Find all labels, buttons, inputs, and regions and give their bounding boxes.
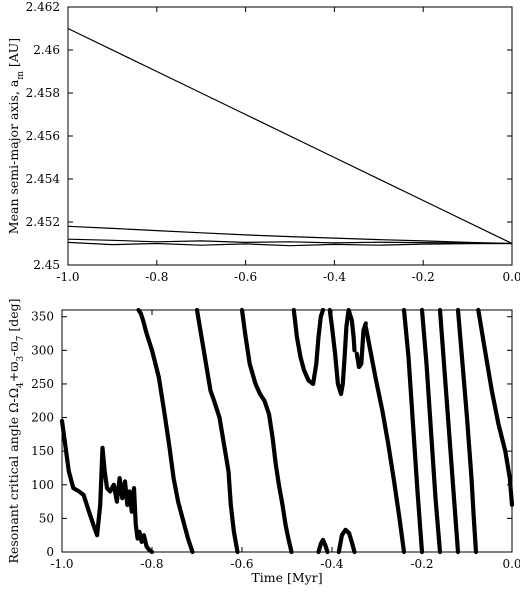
x-tick-label: 0.0 xyxy=(502,270,520,284)
y-tick-label: 2.452 xyxy=(26,215,60,229)
top-x-ticks: -1.0 -0.8 -0.6 -0.4 -0.2 0.0 xyxy=(56,7,520,284)
x-tick-label: -0.8 xyxy=(140,557,163,571)
angle-track-6 xyxy=(327,307,357,397)
bottom-series-group xyxy=(59,307,515,555)
angle-track-11 xyxy=(419,307,443,555)
angle-track-2 xyxy=(194,307,240,555)
axis-series-2 xyxy=(67,238,513,245)
angle-track-12 xyxy=(437,307,461,555)
angle-track-7 xyxy=(336,527,357,555)
y-tick-label: 300 xyxy=(31,343,54,357)
top-y-ticks: 2.45 2.452 2.454 2.456 2.458 2.46 2.462 xyxy=(26,0,512,272)
bottom-y-label-sub-3: 3 xyxy=(16,356,26,362)
angle-track-14 xyxy=(476,307,515,507)
top-y-axis-label-sub: m xyxy=(16,71,26,80)
bottom-y-label-part-4: -ϖ xyxy=(6,341,21,355)
bottom-y-label-sub-7: 7 xyxy=(16,335,26,341)
x-tick-label: -1.0 xyxy=(50,557,73,571)
y-tick-label: 150 xyxy=(31,444,54,458)
y-tick-label: 100 xyxy=(31,478,54,492)
angle-track-0 xyxy=(59,418,155,555)
y-tick-label: 0 xyxy=(46,545,54,559)
x-tick-label: -0.4 xyxy=(323,270,347,284)
bottom-x-axis-label: Time [Myr] xyxy=(251,570,322,585)
y-tick-label: 250 xyxy=(31,377,54,391)
y-tick-label: 200 xyxy=(31,411,54,425)
y-tick-label: 2.458 xyxy=(26,86,60,100)
bottom-y-axis-label: Resonant critical angle Ω-Ω4+ϖ3-ϖ7 [deg] xyxy=(6,299,26,564)
bottom-y-label-sub-4: 4 xyxy=(16,382,26,388)
angle-track-3 xyxy=(239,307,294,555)
axis-series-1 xyxy=(67,225,513,245)
bottom-y-label-part-0: Resonant critical angle Ω-Ω xyxy=(6,388,21,564)
y-tick-label: 350 xyxy=(31,310,54,324)
critical-angle-panel: -1.0 -0.8 -0.6 -0.4 -0.2 0.0 0 50 100 150 200 250 3… xyxy=(6,299,520,585)
y-tick-label: 2.456 xyxy=(26,129,60,143)
bottom-x-ticks: -1.0 -0.8 -0.6 -0.4 -0.2 0.0 xyxy=(50,310,520,571)
axis-series-3 xyxy=(67,241,513,247)
bottom-y-label-part-2: +ϖ xyxy=(6,362,21,383)
y-tick-label: 2.462 xyxy=(26,0,60,14)
y-tick-label: 50 xyxy=(39,511,54,525)
x-tick-label: -0.4 xyxy=(320,557,344,571)
angle-track-13 xyxy=(455,307,479,555)
x-tick-label: -0.2 xyxy=(410,557,433,571)
angle-track-1 xyxy=(136,307,195,555)
x-tick-label: -0.6 xyxy=(234,270,257,284)
semi-major-axis-panel: -1.0 -0.8 -0.6 -0.4 -0.2 0.0 2.452.4522.4542.… xyxy=(6,0,520,284)
x-tick-label: 0.0 xyxy=(502,557,520,571)
x-tick-label: -0.2 xyxy=(412,270,435,284)
x-tick-label: -1.0 xyxy=(56,270,79,284)
angle-track-10 xyxy=(401,307,425,555)
y-tick-label: 2.45 xyxy=(33,258,60,272)
angle-track-9 xyxy=(363,324,407,555)
angle-track-4 xyxy=(291,307,326,386)
axis-series-0 xyxy=(67,27,513,245)
angle-track-5 xyxy=(316,537,330,555)
x-tick-label: -0.8 xyxy=(145,270,168,284)
top-y-axis-label-main: Mean semi-major axis, a xyxy=(6,79,21,234)
y-tick-label: 2.46 xyxy=(33,43,60,57)
x-tick-label: -0.6 xyxy=(230,557,253,571)
top-y-axis-label: Mean semi-major axis, am [AU] xyxy=(6,38,26,234)
bottom-y-label-unit: [deg] xyxy=(6,299,21,336)
y-tick-label: 2.454 xyxy=(26,172,61,186)
top-y-axis-label-unit: [AU] xyxy=(6,38,21,71)
top-series-group xyxy=(67,27,513,247)
